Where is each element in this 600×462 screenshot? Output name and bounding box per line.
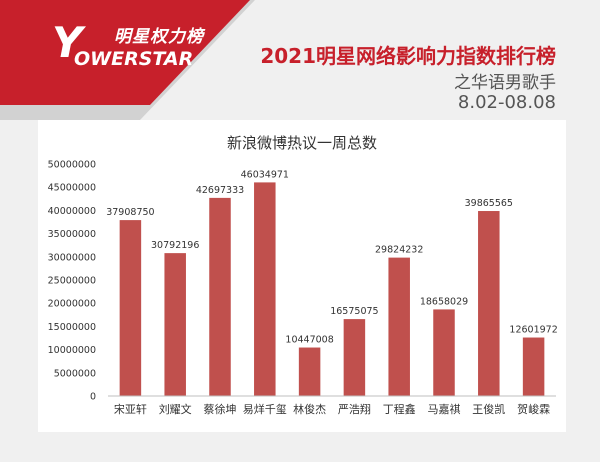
x-tick-label: 严浩翔	[338, 402, 371, 416]
data-label: 29824232	[375, 245, 423, 256]
page-subtitle: 之华语男歌手	[454, 73, 556, 93]
x-tick-label: 易烊千玺	[243, 402, 287, 416]
y-tick-label: 25000000	[48, 276, 96, 287]
bar	[119, 220, 142, 396]
data-label: 18658029	[420, 296, 468, 307]
y-tick-label: 20000000	[48, 299, 96, 310]
data-labels: 37908750 30792196 42697333 46034971 10447008…	[106, 169, 558, 345]
bar	[343, 319, 366, 396]
logo-chinese-text: 明星权力榜	[114, 27, 204, 47]
y-tick-label: 10000000	[48, 345, 96, 356]
bar	[209, 197, 231, 396]
logo-y-mark: Y	[52, 18, 83, 67]
data-label: 46034971	[241, 169, 289, 180]
page-title: 2021明星网络影响力指数排行榜	[260, 44, 556, 68]
powerstar-logo: Y 明星权力榜 OWERSTAR	[52, 20, 212, 90]
x-axis: 宋亚轩 刘耀文 蔡徐坤 易烊千玺 林俊杰 严浩翔 丁程鑫 马嘉祺 王俊凯 贺峻霖	[108, 395, 556, 416]
y-tick-label: 50000000	[48, 160, 96, 171]
bar	[478, 211, 500, 396]
bar-chart: 新浪微博热议一周总数 0 5000000 10000000 15000000 20000…	[48, 134, 558, 416]
x-tick-label: 丁程鑫	[383, 402, 416, 416]
data-label: 16575075	[330, 306, 378, 317]
x-tick-label: 王俊凯	[472, 402, 505, 416]
x-tick-label: 宋亚轩	[114, 402, 147, 416]
bar	[298, 347, 321, 396]
header-red-banner	[0, 0, 255, 120]
y-tick-label: 35000000	[48, 229, 96, 240]
y-tick-label: 5000000	[54, 368, 96, 379]
y-tick-label: 0	[90, 392, 96, 403]
y-tick-label: 40000000	[48, 206, 96, 217]
chart-title: 新浪微博热议一周总数	[227, 134, 377, 152]
x-tick-label: 林俊杰	[293, 402, 326, 416]
date-range: 8.02-08.08	[457, 92, 556, 113]
x-tick-label: 蔡徐坤	[204, 402, 237, 416]
y-tick-label: 30000000	[48, 252, 96, 263]
data-label: 30792196	[151, 240, 199, 251]
data-label: 37908750	[106, 207, 154, 218]
data-label: 10447008	[285, 335, 333, 346]
bar	[433, 309, 455, 396]
y-tick-label: 15000000	[48, 322, 96, 333]
x-tick-label: 马嘉祺	[428, 402, 461, 416]
data-label: 42697333	[196, 185, 244, 196]
x-tick-label: 刘耀文	[159, 402, 192, 416]
x-tick-label: 贺峻霖	[517, 402, 550, 416]
y-axis: 0 5000000 10000000 15000000 20000000 25000000…	[48, 160, 96, 403]
chart-card: 新浪微博热议一周总数 0 5000000 10000000 15000000 20000…	[38, 120, 566, 432]
bar	[388, 257, 410, 396]
bar	[522, 337, 545, 396]
logo-english-text: OWERSTAR	[74, 48, 194, 70]
bar	[254, 182, 276, 396]
bar-series	[119, 182, 545, 396]
bar	[164, 253, 186, 396]
data-label: 39865565	[465, 198, 513, 209]
data-label: 12601972	[509, 325, 557, 336]
y-tick-label: 45000000	[48, 183, 96, 194]
